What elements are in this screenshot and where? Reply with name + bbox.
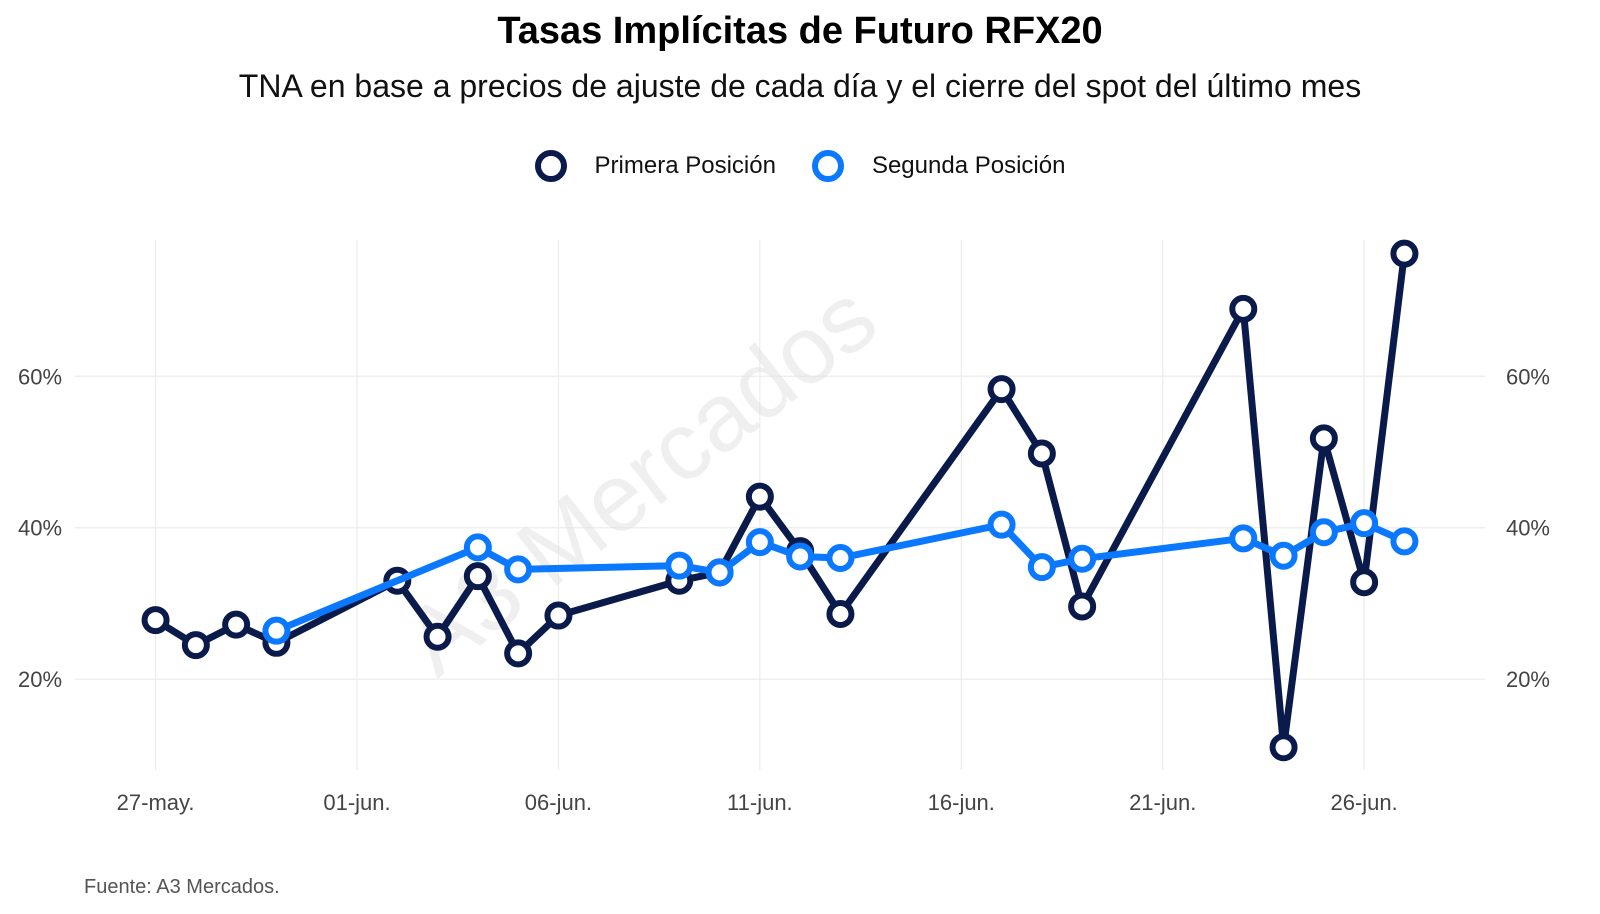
x-tick-label: 11-jun. <box>727 790 793 815</box>
legend-item-primera: Primera Posición <box>534 150 776 182</box>
watermark-text: A3 Mercados <box>384 263 896 696</box>
chart-legend: Primera Posición Segunda Posición <box>0 150 1600 182</box>
y-tick-label-right: 20% <box>1506 667 1550 692</box>
data-point <box>504 639 533 668</box>
data-point <box>1269 541 1298 570</box>
chart-title: Tasas Implícitas de Futuro RFX20 <box>497 10 1103 52</box>
data-point <box>262 616 291 645</box>
series-line-0 <box>152 250 1408 751</box>
y-tick-label-left: 20% <box>18 667 62 692</box>
data-point <box>1068 544 1097 573</box>
data-point <box>1309 424 1338 453</box>
x-tick-label: 27-may. <box>117 790 195 815</box>
legend-item-segunda: Segunda Posición <box>811 150 1066 182</box>
data-point <box>745 482 774 511</box>
legend-marker-segunda <box>811 150 844 182</box>
y-tick-label-right: 60% <box>1506 364 1550 389</box>
data-point <box>1269 733 1298 762</box>
data-point <box>1390 239 1419 268</box>
data-point <box>745 528 774 557</box>
data-point <box>665 551 694 580</box>
data-point <box>1027 553 1056 582</box>
data-point <box>826 600 855 629</box>
legend-marker-primera <box>534 150 567 182</box>
x-tick-label: 06-jun. <box>525 790 592 815</box>
data-point <box>141 606 170 635</box>
data-point <box>786 542 815 571</box>
data-point <box>1350 568 1379 597</box>
data-point <box>423 622 452 651</box>
data-point <box>1390 527 1419 556</box>
y-tick-label-right: 40% <box>1506 516 1550 541</box>
data-point <box>1350 509 1379 538</box>
y-tick-label-left: 60% <box>18 364 62 389</box>
chart-subtitle: TNA en base a precios de ajuste de cada … <box>238 68 1362 104</box>
series-line-1 <box>272 519 1408 635</box>
x-tick-label: 26-jun. <box>1331 790 1398 815</box>
source-note: Fuente: A3 Mercados. <box>84 876 280 898</box>
data-point <box>544 601 573 630</box>
data-point <box>1068 592 1097 621</box>
x-tick-label: 16-jun. <box>928 790 995 815</box>
legend-label-primera: Primera Posición <box>594 152 776 179</box>
legend-label-segunda: Segunda Posición <box>871 152 1066 179</box>
data-point <box>1027 439 1056 468</box>
data-point <box>987 510 1016 539</box>
data-point <box>1229 524 1258 553</box>
data-point <box>705 558 734 587</box>
x-tick-label: 21-jun. <box>1129 790 1196 815</box>
data-point <box>826 544 855 572</box>
data-point <box>181 631 210 660</box>
data-point <box>1309 518 1338 547</box>
data-point <box>504 555 533 584</box>
data-point <box>987 375 1016 404</box>
data-point <box>222 610 251 639</box>
y-tick-label-left: 40% <box>18 516 62 541</box>
data-point <box>463 533 492 562</box>
x-tick-label: 01-jun. <box>323 790 390 815</box>
data-point <box>463 562 492 591</box>
data-point <box>1229 294 1258 323</box>
